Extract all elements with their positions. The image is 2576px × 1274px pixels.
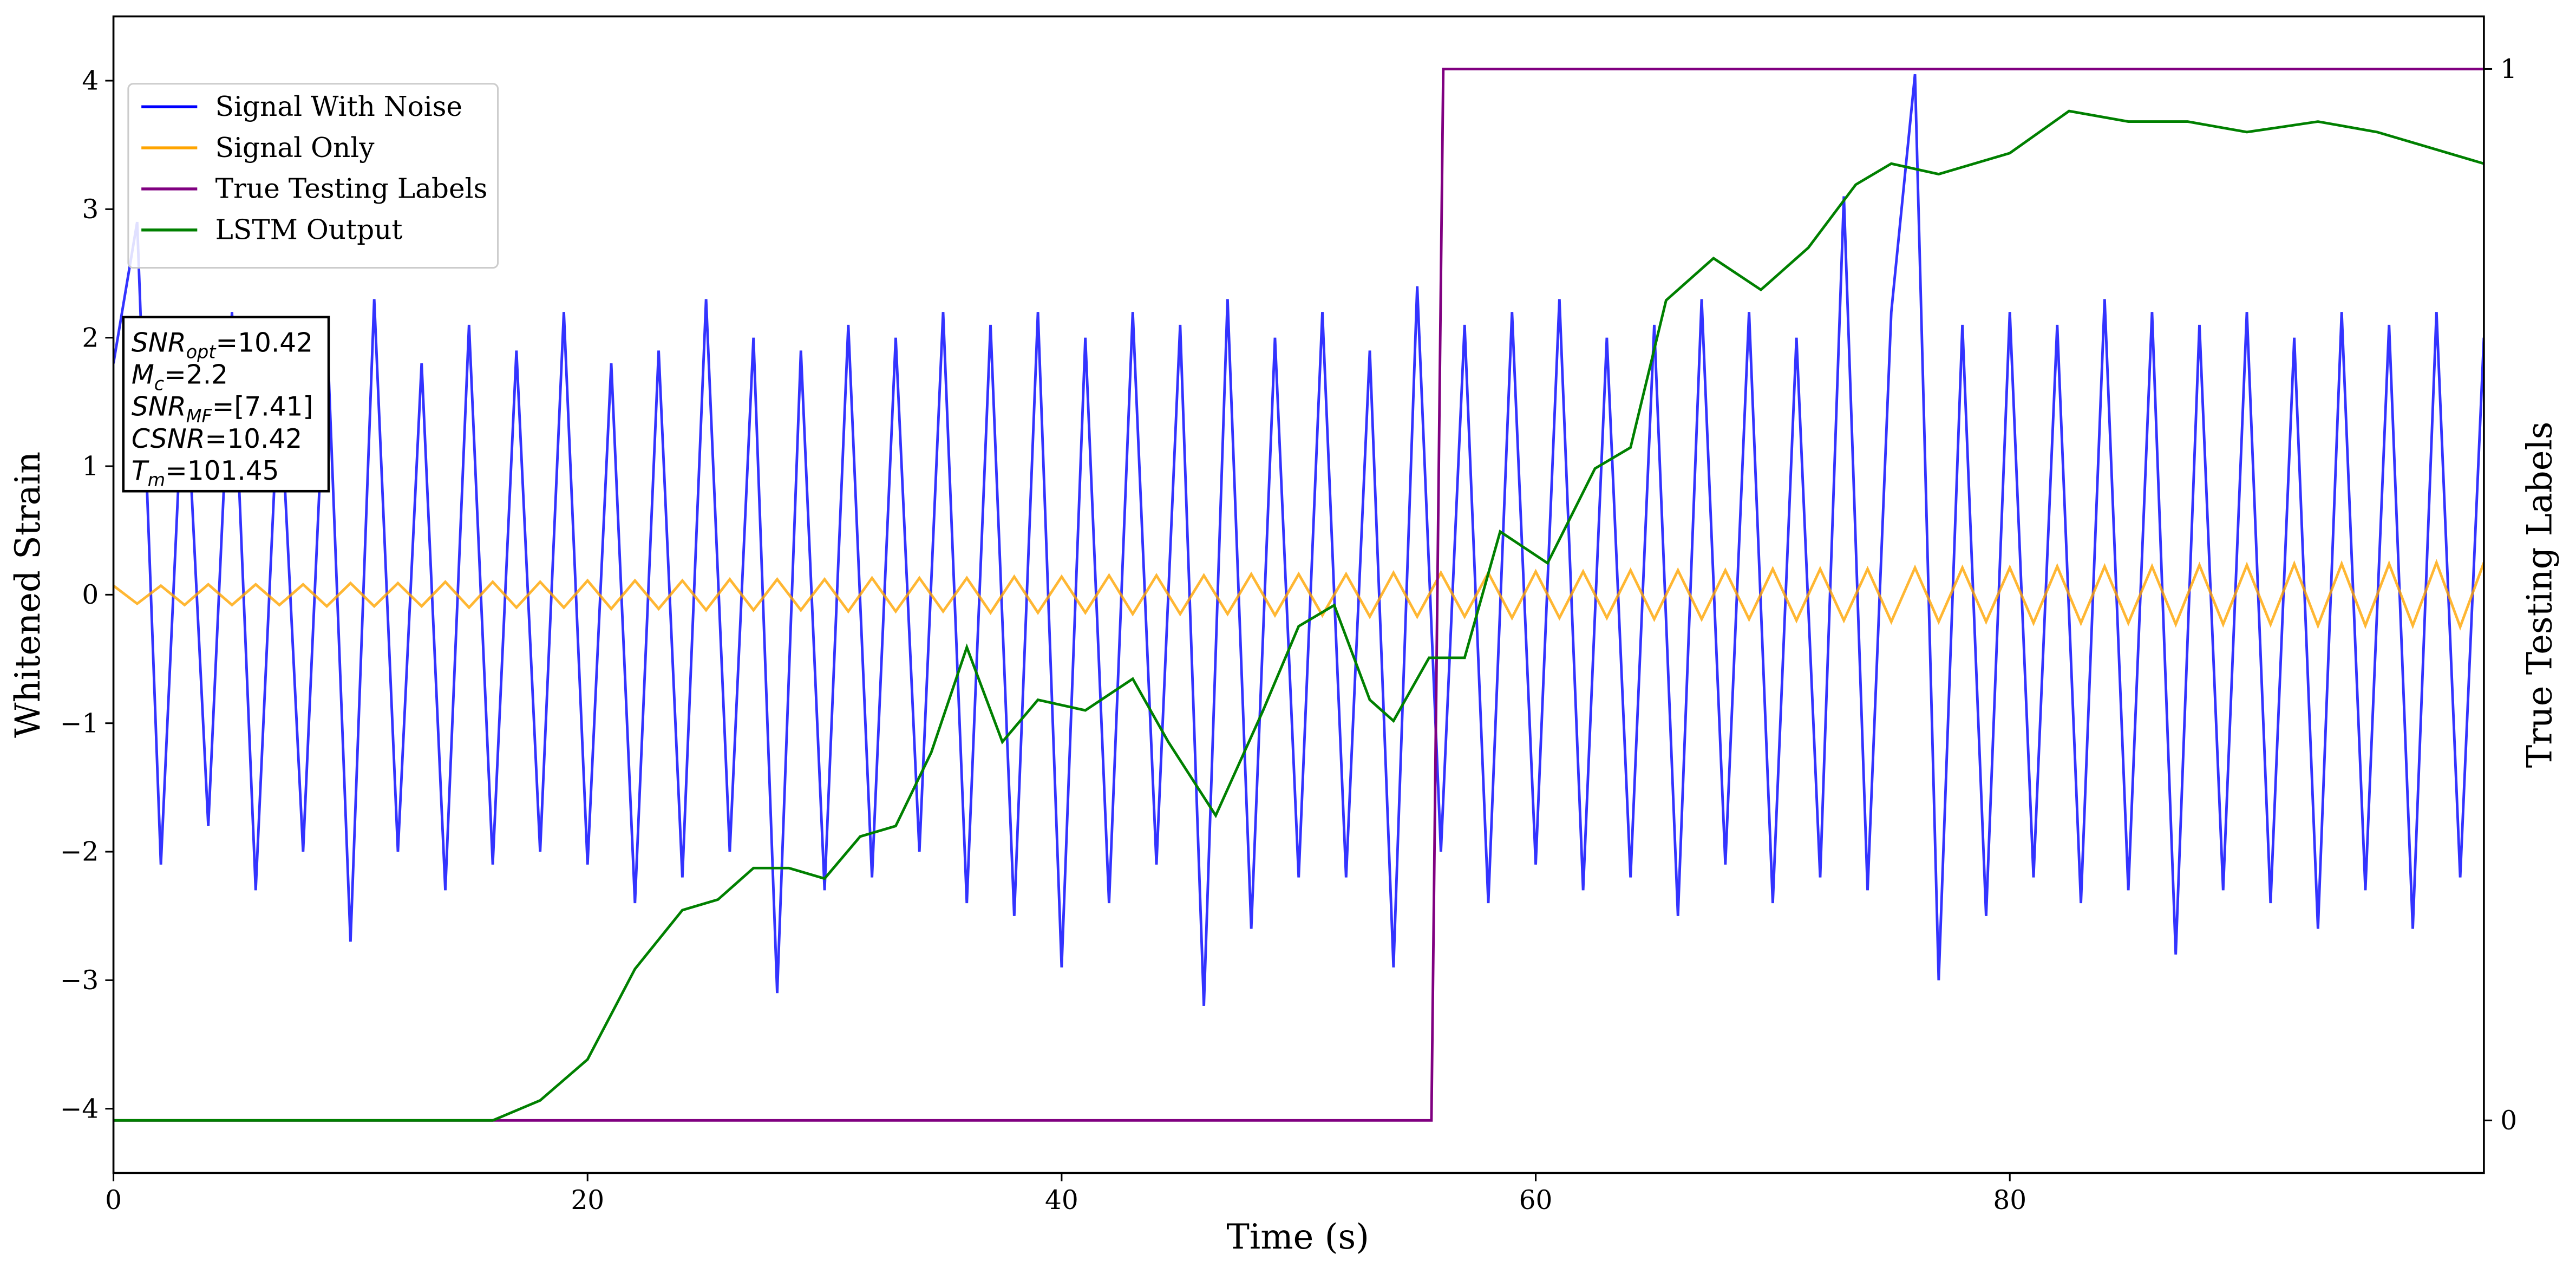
annotation: Tm=101.45 bbox=[132, 456, 279, 491]
legend-label: Signal With Noise bbox=[215, 91, 462, 122]
annotation-sub: m bbox=[148, 469, 166, 491]
y-tick-label: 3 bbox=[82, 194, 99, 225]
legend-label: Signal Only bbox=[215, 132, 375, 164]
x-axis-label: Time (s) bbox=[1226, 1217, 1369, 1257]
x-tick-label: 60 bbox=[1519, 1185, 1553, 1216]
series-line bbox=[113, 68, 2484, 1122]
x-tick-label: 20 bbox=[571, 1185, 604, 1216]
x-tick-label: 40 bbox=[1045, 1185, 1078, 1216]
series-line bbox=[113, 559, 2484, 631]
y-tick-label: 1 bbox=[82, 452, 99, 482]
x-tick-label: 0 bbox=[105, 1185, 122, 1216]
annotation: CSNR=10.42 bbox=[132, 424, 302, 454]
y-tick-label: −1 bbox=[60, 708, 99, 739]
y2-axis-label: True Testing Labels bbox=[2520, 422, 2560, 768]
y-tick-label: 2 bbox=[82, 323, 99, 353]
annotation-value: =10.42 bbox=[205, 424, 303, 454]
y-tick-label: −3 bbox=[60, 965, 99, 996]
series-line bbox=[113, 74, 2484, 1006]
y2-tick-label: 0 bbox=[2500, 1106, 2517, 1136]
y-tick-label: −2 bbox=[60, 837, 99, 867]
y-tick-label: 0 bbox=[82, 580, 99, 610]
annotation: SNRMF=[7.41] bbox=[132, 392, 313, 427]
y2-tick-label: 1 bbox=[2500, 54, 2517, 84]
annotation: SNRopt=10.42 bbox=[132, 328, 313, 362]
series-line bbox=[113, 109, 2484, 1122]
annotation-name: T bbox=[132, 456, 149, 486]
annotation-sub: MF bbox=[186, 406, 213, 427]
annotation-value: =101.45 bbox=[165, 456, 279, 486]
annotation-sub: c bbox=[154, 374, 164, 395]
annotation-name: SNR bbox=[132, 392, 186, 422]
legend-label: True Testing Labels bbox=[215, 173, 488, 205]
y-axis-label: Whitened Strain bbox=[8, 452, 48, 738]
legend-box bbox=[127, 83, 499, 269]
annotation-box bbox=[122, 316, 330, 493]
annotation-value: =2.2 bbox=[164, 360, 228, 390]
y-tick-label: −4 bbox=[60, 1094, 99, 1124]
annotation-value: =[7.41] bbox=[212, 392, 313, 422]
annotation-name: M bbox=[132, 360, 154, 390]
annotation-sub: opt bbox=[186, 341, 217, 362]
legend-label: LSTM Output bbox=[215, 214, 403, 245]
annotation-name: SNR bbox=[132, 328, 186, 358]
annotation-value: =10.42 bbox=[215, 328, 313, 358]
x-tick-label: 80 bbox=[1993, 1185, 2026, 1216]
y-tick-label: 4 bbox=[82, 66, 99, 96]
annotation-name: CSNR bbox=[132, 424, 205, 454]
annotation: Mc=2.2 bbox=[132, 360, 228, 394]
